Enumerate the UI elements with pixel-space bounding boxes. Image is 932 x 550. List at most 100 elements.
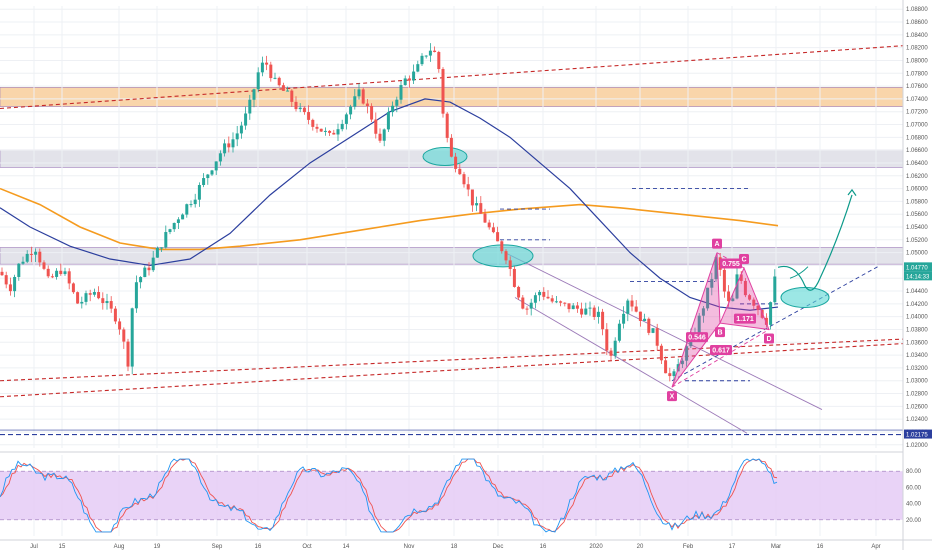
candle-body <box>638 311 642 321</box>
candle-body <box>164 232 168 248</box>
price-tick-label: 1.03800 <box>906 327 928 333</box>
candle-body <box>336 129 340 135</box>
candle-body <box>504 251 508 261</box>
time-tick-label: 19 <box>154 544 161 550</box>
candle-body <box>668 373 672 377</box>
price-tick-label: 1.02600 <box>906 404 928 410</box>
candle-body <box>420 55 424 65</box>
harmonic-ratio-box <box>734 313 756 324</box>
candle-body <box>105 301 109 304</box>
candle-body <box>449 137 453 157</box>
candle-body <box>521 297 525 309</box>
candle-body <box>622 313 626 324</box>
candle-body <box>235 133 239 140</box>
candle-body <box>265 62 269 65</box>
support-price-tag <box>904 429 932 439</box>
candle-body <box>491 227 495 233</box>
candle-body <box>697 315 701 333</box>
candle-body <box>722 269 726 292</box>
candle-body <box>210 170 214 175</box>
time-tick-label: Sep <box>212 544 223 550</box>
time-tick-label: 14 <box>343 544 350 550</box>
harmonic-ratio-box <box>686 332 708 343</box>
candle-body <box>214 161 218 171</box>
candle-body <box>84 293 88 302</box>
candle-body <box>42 262 46 269</box>
harmonic-point-label: A <box>714 241 719 248</box>
current-time-tag <box>904 271 932 281</box>
candle-body <box>8 284 12 292</box>
candle-body <box>298 107 302 110</box>
price-tick-label: 1.06600 <box>906 148 928 154</box>
candle-body <box>34 251 38 255</box>
candle-body <box>655 328 659 346</box>
time-tick-label: 16 <box>817 544 824 550</box>
candle-body <box>769 302 773 325</box>
candle-body <box>353 96 357 107</box>
candle-body <box>773 276 777 303</box>
candle-body <box>428 50 432 56</box>
candle-body <box>273 77 277 79</box>
stoch-tick-label: 20.00 <box>906 518 922 524</box>
candle-body <box>202 178 206 186</box>
current-price-tag <box>904 262 932 272</box>
candle-body <box>63 271 67 275</box>
candle-body <box>155 247 159 258</box>
candle-body <box>609 350 613 356</box>
candle-body <box>508 260 512 269</box>
current-price-label: 1.04770 <box>906 265 928 271</box>
candle-body <box>441 69 445 114</box>
candle-body <box>25 253 29 262</box>
candle-body <box>323 130 327 132</box>
candle-body <box>479 203 483 214</box>
harmonic-ratio-label: 0.546 <box>688 335 706 342</box>
time-tick-label: Jul <box>30 544 38 550</box>
candle-body <box>67 271 71 284</box>
time-tick-label: Nov <box>404 544 415 550</box>
candle-body <box>181 214 185 220</box>
price-tick-label: 1.03600 <box>906 340 928 346</box>
harmonic-point-marker <box>712 238 722 249</box>
harmonic-point-marker <box>667 391 677 402</box>
candle-body <box>80 301 84 304</box>
price-tick-label: 1.08000 <box>906 58 928 64</box>
candle-body <box>294 101 298 110</box>
price-tick-label: 1.05600 <box>906 212 928 218</box>
harmonic-ratio-box <box>710 344 732 355</box>
price-tick-label: 1.04000 <box>906 315 928 321</box>
candle-body <box>571 305 575 310</box>
price-tick-label: 1.05800 <box>906 199 928 205</box>
candle-body <box>197 185 201 200</box>
time-tick-label: 15 <box>59 544 66 550</box>
candle-body <box>109 301 113 309</box>
highlight-ellipse <box>422 147 468 167</box>
candle-body <box>244 113 248 126</box>
candle-body <box>97 292 101 299</box>
candle-body <box>727 291 731 302</box>
harmonic-point-marker <box>764 333 774 344</box>
candle-body <box>223 143 227 154</box>
candle-body <box>584 308 588 315</box>
candle-body <box>710 279 714 288</box>
forecast-small-arrow <box>789 266 809 279</box>
candle-body <box>764 317 768 325</box>
price-tick-label: 1.03000 <box>906 379 928 385</box>
time-tick-label: 16 <box>255 544 262 550</box>
harmonic-xd-line <box>671 329 770 388</box>
candle-body <box>580 308 584 315</box>
candle-body <box>130 308 134 367</box>
price-tick-label: 1.04400 <box>906 289 928 295</box>
price-tick-label: 1.02800 <box>906 392 928 398</box>
candle-body <box>672 371 676 377</box>
candle-body <box>475 203 479 206</box>
candle-body <box>357 89 361 97</box>
candle-body <box>538 291 542 296</box>
price-tick-label: 1.08400 <box>906 33 928 39</box>
price-tick-label: 1.06000 <box>906 187 928 193</box>
candle-body <box>101 298 105 304</box>
stoch-tick-label: 40.00 <box>906 502 922 508</box>
candle-body <box>731 298 735 302</box>
candle-body <box>151 257 155 271</box>
